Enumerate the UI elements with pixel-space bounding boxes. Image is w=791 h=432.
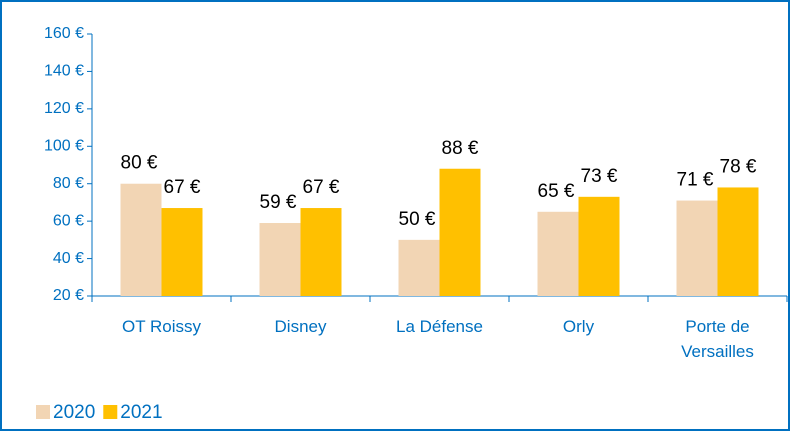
bar	[439, 168, 481, 296]
bar	[300, 208, 342, 296]
data-label: 78 €	[720, 156, 757, 177]
y-tick-label: 140 €	[44, 63, 84, 80]
bar	[259, 223, 301, 296]
bar	[717, 187, 759, 296]
x-tick-label: Orly	[562, 317, 595, 336]
legend-label: 2021	[120, 402, 162, 423]
data-label: 80 €	[121, 153, 158, 174]
x-tick-label: Porte de Versailles	[681, 317, 754, 361]
x-tick-label: OT Roissy	[121, 317, 202, 336]
y-tick-label: 60 €	[53, 212, 84, 229]
data-label: 71 €	[677, 170, 714, 191]
x-tick-label: La Défense	[396, 317, 483, 336]
x-tick-label: Disney	[274, 317, 327, 336]
data-label: 73 €	[581, 166, 618, 187]
y-tick-label: 100 €	[44, 138, 84, 155]
y-tick-label: 20 €	[53, 287, 84, 304]
data-label: 67 €	[303, 177, 340, 198]
y-tick-label: 80 €	[53, 175, 84, 192]
data-label: 50 €	[399, 209, 436, 230]
bar	[120, 183, 162, 296]
legend-swatch	[36, 405, 50, 419]
data-label: 59 €	[260, 192, 297, 213]
data-label: 88 €	[442, 138, 479, 159]
bar	[161, 208, 203, 296]
bar	[676, 200, 718, 296]
data-label: 67 €	[164, 177, 201, 198]
legend-swatch	[103, 405, 118, 419]
bar	[537, 211, 579, 296]
y-tick-label: 160 €	[44, 25, 84, 42]
bar	[398, 239, 440, 296]
bar	[578, 196, 620, 296]
legend-label: 2020	[53, 402, 95, 423]
data-label: 65 €	[538, 181, 575, 202]
y-tick-label: 40 €	[53, 250, 84, 267]
y-tick-label: 120 €	[44, 100, 84, 117]
